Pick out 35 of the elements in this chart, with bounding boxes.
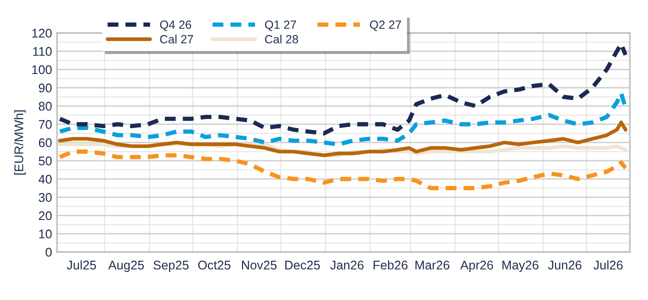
x-tick-label: Mar26 — [415, 260, 450, 270]
y-tick-label: 20 — [38, 211, 52, 220]
y-tick-label: 110 — [33, 47, 52, 56]
y-tick-label: 40 — [38, 174, 52, 184]
y-tick-label: 60 — [38, 138, 52, 148]
x-tick-label: Nov25 — [242, 260, 277, 270]
x-tick-label: Jan26 — [330, 260, 364, 270]
line-series — [58, 91, 628, 146]
x-tick-label: May26 — [502, 260, 538, 272]
y-tick-label: 90 — [38, 84, 52, 92]
legend-label: Q4 26 — [160, 20, 192, 31]
x-tick-label: Jul26 — [593, 260, 623, 270]
x-tick-label: Jul25 — [66, 260, 96, 270]
legend-label: Cal 28 — [265, 34, 298, 44]
x-tick-label: Sep25 — [154, 260, 189, 272]
x-tick-label: Jun26 — [548, 260, 582, 270]
y-tick-label: 50 — [38, 156, 52, 166]
y-axis-title: [EUR/MWh] — [14, 110, 26, 175]
x-tick-label: Aug25 — [108, 260, 144, 272]
line-series — [58, 150, 628, 190]
y-tick-label: 0 — [46, 248, 52, 257]
y-tick-label: 100 — [32, 65, 52, 74]
y-tick-label: 70 — [38, 120, 52, 129]
x-tick-label: Oct25 — [198, 260, 230, 270]
y-tick-label: 120 — [32, 28, 52, 38]
x-tick-label: Dec25 — [285, 260, 320, 270]
legend-label: Cal 27 — [160, 34, 194, 44]
legend-label: Q2 27 — [370, 20, 401, 31]
x-tick-label: Apr26 — [460, 260, 494, 272]
line-series — [58, 120, 628, 158]
y-tick-label: 30 — [38, 193, 52, 202]
y-tick-label: 10 — [39, 230, 52, 238]
x-tick-label: Feb26 — [374, 260, 408, 270]
legend-label: Q1 27 — [265, 20, 296, 31]
y-tick-label: 80 — [38, 102, 52, 111]
